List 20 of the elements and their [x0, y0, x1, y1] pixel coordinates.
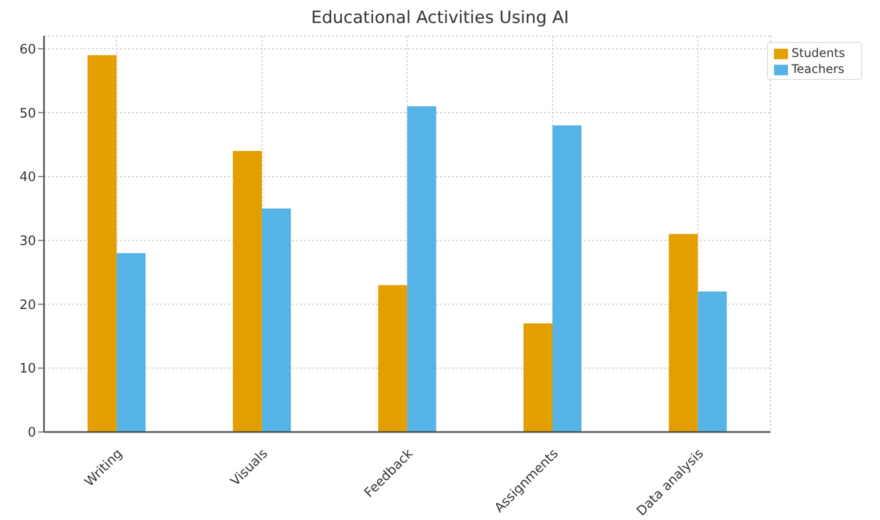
legend-label: Teachers — [792, 62, 844, 76]
bar — [378, 285, 408, 432]
y-tick-label: 40 — [19, 170, 36, 186]
bar — [407, 106, 436, 432]
bar — [698, 291, 727, 432]
bar — [552, 125, 582, 432]
bar — [523, 323, 552, 432]
bar — [88, 55, 117, 432]
bar — [232, 150, 262, 432]
bar — [116, 253, 146, 432]
bar — [262, 208, 291, 432]
legend-label: Students — [792, 46, 845, 60]
chart-title: Educational Activities Using AI — [310, 8, 570, 30]
y-tick-label: 20 — [19, 298, 36, 313]
y-tick-label: 50 — [19, 106, 36, 122]
y-tick-label: 10 — [19, 362, 36, 377]
y-tick-label: 0 — [28, 426, 36, 441]
bar — [668, 234, 698, 432]
y-tick-label: 30 — [19, 234, 36, 249]
y-tick-label: 60 — [19, 42, 36, 58]
